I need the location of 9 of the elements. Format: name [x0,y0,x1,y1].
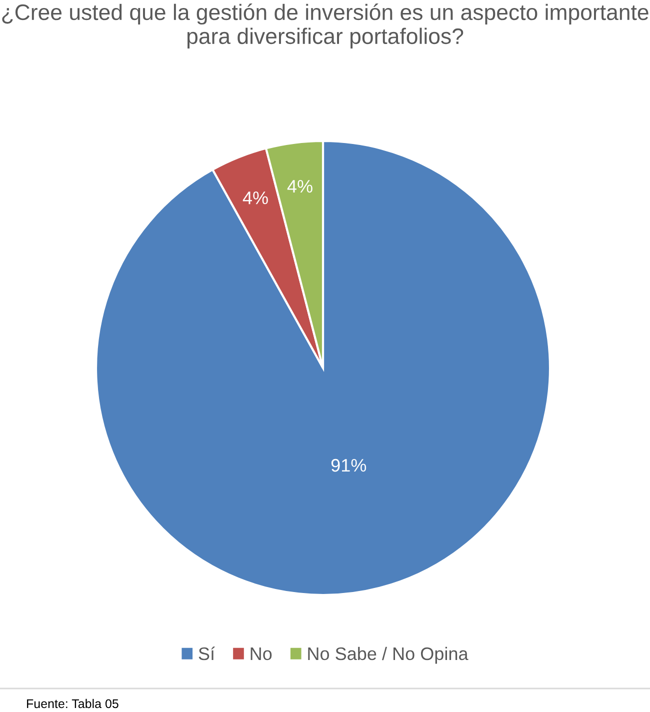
data-label: 91% [331,458,366,472]
data-label: 4% [242,192,268,204]
data-label: 4% [287,180,312,193]
legend-label: No [250,648,272,660]
chart-title: ¿Cree usted que la gestión de inversión es un aspecto importante para diversificar portafolios? [2,4,648,48]
legend-label: No Sabe / No Opina [308,646,468,664]
pie-slice [94,140,552,596]
source-note: Fuente: Tabla 05 [27,698,118,708]
legend-label: Sí [198,646,215,660]
